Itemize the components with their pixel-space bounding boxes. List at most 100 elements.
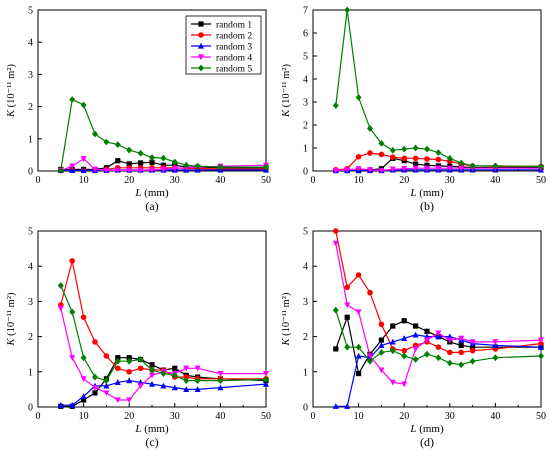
x-tick-label: 20 [399, 411, 409, 422]
data-point [412, 144, 419, 152]
panel-label: (a) [145, 199, 158, 213]
data-point [103, 167, 110, 174]
data-point [413, 161, 419, 167]
data-point [263, 370, 269, 377]
data-point [367, 167, 373, 174]
data-point [469, 357, 476, 365]
data-point [194, 386, 201, 392]
x-tick-label: 0 [311, 175, 316, 186]
data-point [115, 365, 121, 372]
legend-entry: random 4 [216, 54, 252, 64]
series-random-1 [58, 355, 269, 409]
data-point [114, 167, 121, 174]
data-point [137, 383, 144, 390]
data-point [103, 390, 110, 397]
data-point [160, 166, 167, 173]
data-point [115, 158, 121, 164]
data-point [92, 385, 98, 391]
data-point [469, 347, 476, 354]
data-point [103, 382, 110, 389]
x-axis-label: L (mm) [134, 423, 169, 435]
data-point [435, 149, 442, 156]
y-axis-label: K (10⁻¹¹ m²) [281, 292, 292, 346]
x-tick-label: 0 [36, 411, 41, 422]
y-tick-label: 0 [303, 403, 308, 414]
data-point [367, 289, 373, 296]
data-point [458, 335, 465, 342]
data-point [469, 339, 476, 346]
x-tick-label: 30 [445, 175, 455, 186]
data-point [57, 282, 64, 289]
data-point [149, 372, 155, 379]
data-point [401, 145, 408, 153]
data-point [149, 167, 155, 174]
data-point [69, 258, 75, 264]
data-point [149, 366, 155, 374]
data-point [57, 305, 64, 312]
y-tick-label: 2 [303, 332, 308, 343]
x-tick-label: 20 [124, 175, 134, 186]
x-tick-label: 0 [36, 175, 41, 186]
data-point [378, 151, 385, 158]
y-tick-label: 1 [303, 144, 308, 155]
chart-panel-3: 0 10 20 30 40 50 0 1 2 3 4 5 L (mm) K (10⁻¹¹ m²) (c) [6, 227, 271, 450]
data-point [344, 343, 351, 351]
data-point [401, 166, 408, 172]
data-point [332, 403, 339, 409]
data-point [412, 331, 419, 338]
data-point [333, 346, 339, 352]
data-point [401, 347, 408, 354]
data-point [367, 125, 373, 132]
data-point [367, 150, 373, 156]
data-point [538, 343, 544, 350]
data-point [470, 344, 476, 350]
data-point [114, 397, 121, 404]
data-point [183, 161, 190, 169]
data-point [126, 355, 132, 361]
y-tick-label: 5 [28, 6, 33, 17]
data-point [332, 240, 339, 247]
y-tick-label: 4 [28, 262, 33, 273]
data-point [435, 330, 442, 337]
data-point [355, 309, 362, 316]
data-point [80, 354, 87, 362]
y-tick-label: 6 [303, 29, 308, 40]
series-random-4 [332, 240, 544, 388]
data-point [126, 357, 133, 365]
data-point [126, 146, 133, 154]
series-random-3 [57, 377, 269, 408]
data-point [171, 371, 178, 379]
data-point [103, 377, 110, 384]
y-tick-label: 1 [303, 367, 308, 378]
panel-label: (b) [420, 199, 434, 213]
data-point [344, 167, 351, 174]
data-point [137, 365, 144, 372]
data-point [126, 161, 132, 167]
x-tick-label: 30 [170, 175, 180, 186]
series-random-5 [57, 96, 269, 174]
y-tick-label: 1 [28, 367, 33, 378]
y-tick-label: 5 [28, 227, 33, 238]
chart-panel-1: 0 10 20 30 40 50 0 1 2 3 4 5 L (mm) K (10⁻¹¹ m²) (a) ra… [6, 6, 271, 214]
data-point [160, 370, 167, 377]
data-point [378, 367, 385, 374]
data-point [355, 94, 362, 101]
series-line [60, 260, 266, 380]
data-point [378, 349, 385, 356]
data-point [137, 167, 144, 174]
y-tick-label: 3 [303, 98, 308, 109]
data-point [57, 402, 64, 408]
series-random-5 [332, 6, 544, 170]
data-point [194, 162, 201, 170]
data-point [492, 339, 499, 346]
series-random-5 [57, 282, 269, 384]
data-point [412, 165, 419, 172]
data-point [447, 349, 453, 356]
data-point [80, 101, 87, 109]
data-point [183, 386, 190, 392]
data-point [171, 158, 178, 166]
x-tick-label: 40 [490, 411, 500, 422]
data-point [126, 377, 133, 384]
y-tick-label: 7 [303, 6, 308, 17]
data-point [356, 370, 362, 377]
